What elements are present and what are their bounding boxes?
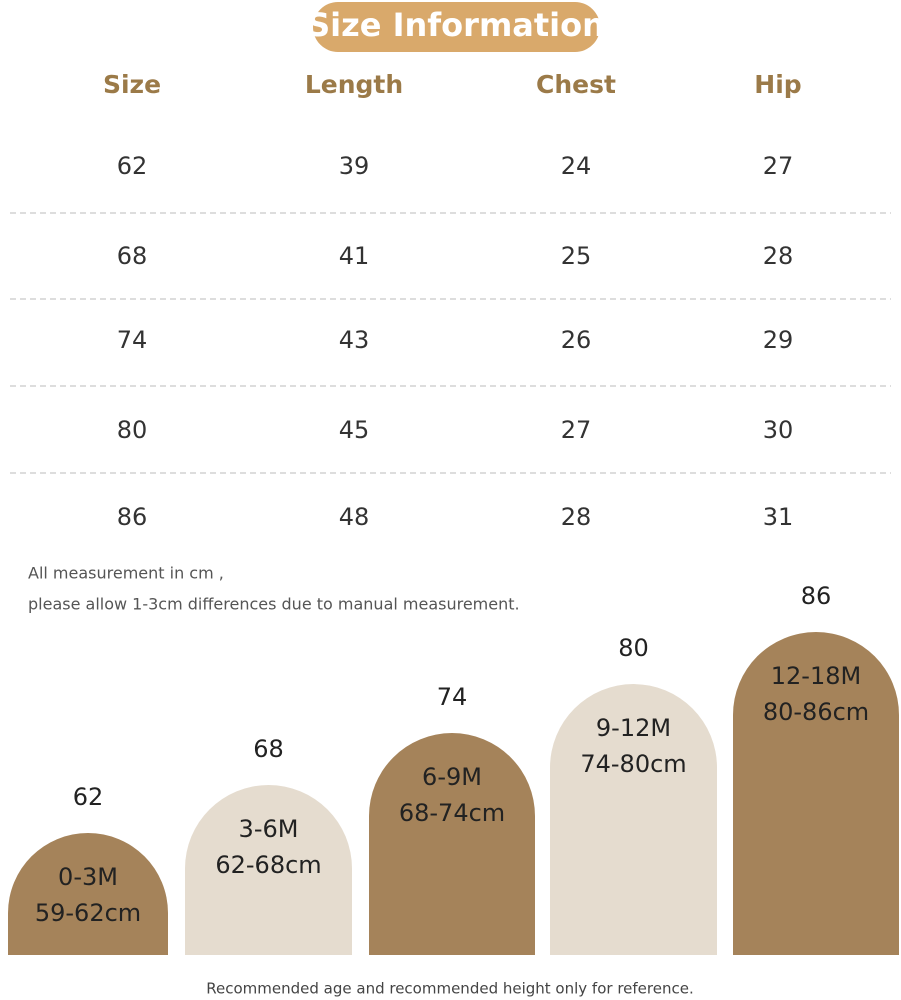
title: Size Information bbox=[307, 6, 605, 44]
arch-age: 3-6M bbox=[239, 815, 299, 843]
table-cell: 62 bbox=[117, 152, 148, 180]
table-cell: 45 bbox=[339, 416, 370, 444]
table-cell: 28 bbox=[763, 242, 794, 270]
column-header: Length bbox=[305, 70, 403, 99]
table-cell: 80 bbox=[117, 416, 148, 444]
arch-height: 74-80cm bbox=[580, 750, 686, 778]
table-cell: 27 bbox=[561, 416, 592, 444]
table-cell: 25 bbox=[561, 242, 592, 270]
table-cell: 30 bbox=[763, 416, 794, 444]
footer: Recommended age and recommended height o… bbox=[206, 980, 693, 998]
arch-age: 9-12M bbox=[596, 714, 671, 742]
title-pill bbox=[313, 2, 600, 52]
size-arch bbox=[369, 733, 535, 955]
table-cell: 41 bbox=[339, 242, 370, 270]
size-arch bbox=[185, 785, 352, 955]
arch-height: 59-62cm bbox=[35, 899, 141, 927]
arch-size: 68 bbox=[253, 735, 284, 763]
size-arch bbox=[8, 833, 168, 955]
arch-age: 0-3M bbox=[58, 863, 118, 891]
arch-age: 6-9M bbox=[422, 763, 482, 791]
table-cell: 48 bbox=[339, 503, 370, 531]
arch-age: 12-18M bbox=[771, 662, 861, 690]
table-cell: 31 bbox=[763, 503, 794, 531]
size-arch bbox=[550, 684, 717, 955]
arch-size: 80 bbox=[618, 634, 649, 662]
table-cell: 24 bbox=[561, 152, 592, 180]
note: please allow 1-3cm differences due to ma… bbox=[28, 595, 520, 614]
table-cell: 27 bbox=[763, 152, 794, 180]
table-cell: 68 bbox=[117, 242, 148, 270]
table-cell: 39 bbox=[339, 152, 370, 180]
note: All measurement in cm , bbox=[28, 564, 224, 583]
table-cell: 86 bbox=[117, 503, 148, 531]
arch-size: 74 bbox=[437, 683, 468, 711]
size-arch bbox=[733, 632, 899, 955]
table-cell: 28 bbox=[561, 503, 592, 531]
column-header: Chest bbox=[536, 70, 616, 99]
arch-height: 62-68cm bbox=[215, 851, 321, 879]
table-cell: 43 bbox=[339, 326, 370, 354]
table-cell: 26 bbox=[561, 326, 592, 354]
arch-size: 86 bbox=[801, 582, 832, 610]
column-header: Hip bbox=[754, 70, 801, 99]
arch-size: 62 bbox=[73, 783, 104, 811]
arch-height: 80-86cm bbox=[763, 698, 869, 726]
column-header: Size bbox=[103, 70, 161, 99]
arch-height: 68-74cm bbox=[399, 799, 505, 827]
table-cell: 74 bbox=[117, 326, 148, 354]
table-cell: 29 bbox=[763, 326, 794, 354]
